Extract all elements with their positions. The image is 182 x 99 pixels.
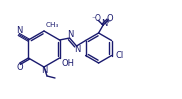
Text: N: N: [41, 66, 47, 75]
Text: N: N: [67, 30, 74, 39]
Text: OH: OH: [62, 59, 75, 68]
Text: Cl: Cl: [116, 51, 124, 60]
Text: N: N: [74, 45, 81, 54]
Text: O: O: [16, 62, 23, 71]
Text: N: N: [101, 19, 108, 28]
Text: O: O: [107, 14, 113, 23]
Text: CH₃: CH₃: [46, 22, 59, 28]
Text: +: +: [105, 19, 110, 24]
Text: ⁻O: ⁻O: [91, 14, 101, 23]
Text: N: N: [16, 26, 22, 35]
